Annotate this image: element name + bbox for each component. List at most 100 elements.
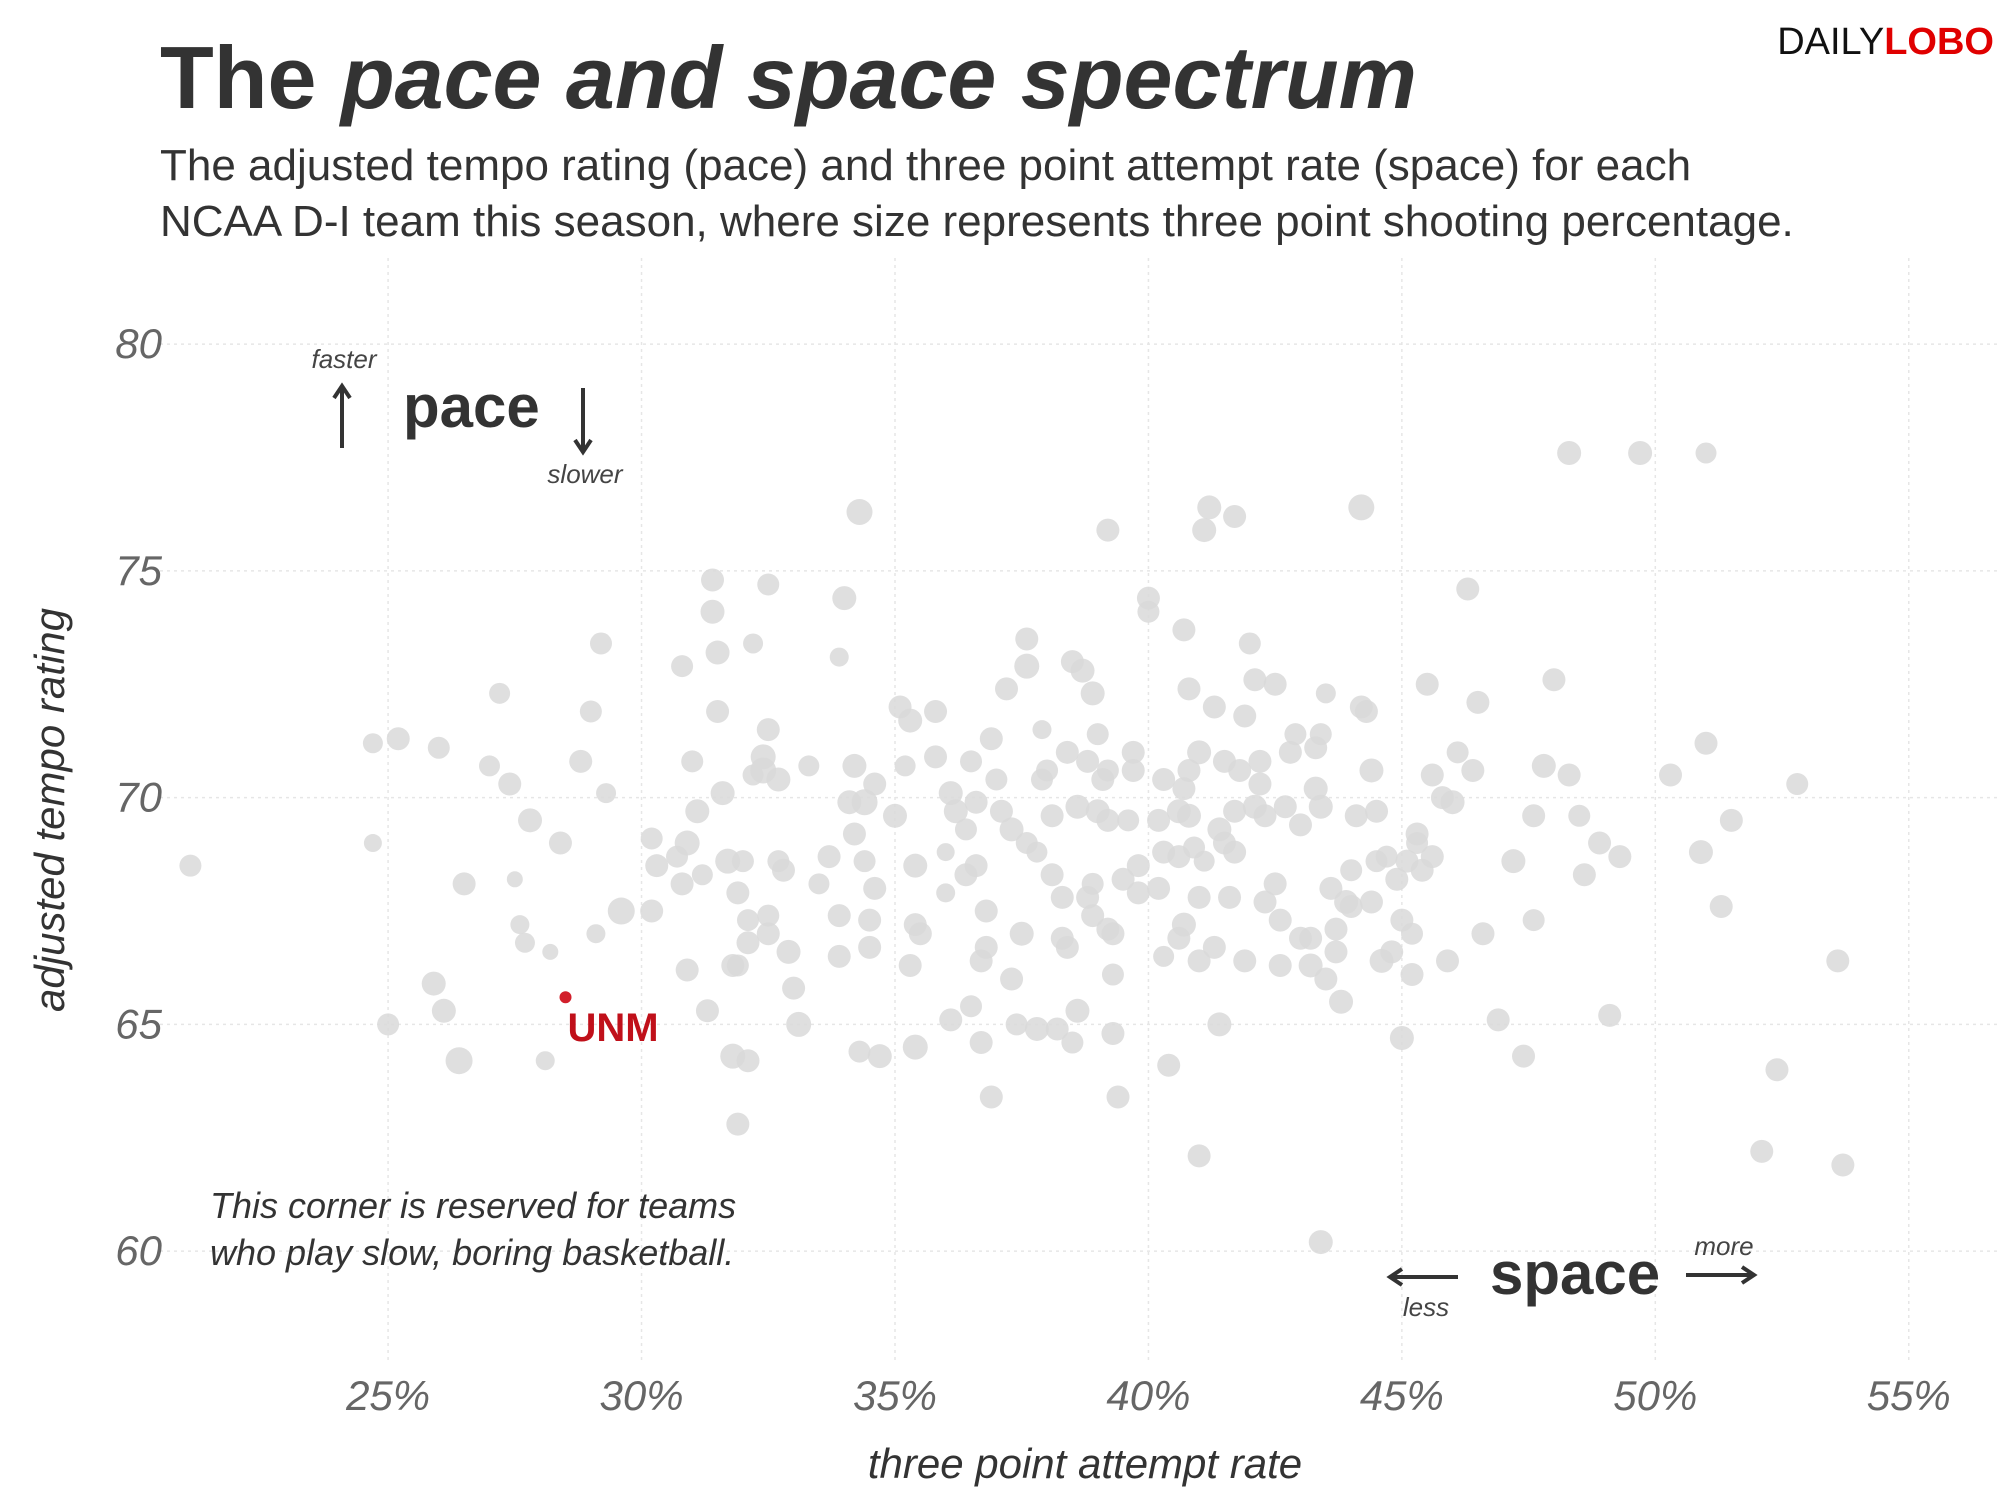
pace-annotation: faster pace slower xyxy=(311,344,623,489)
data-point xyxy=(1486,1008,1510,1032)
x-axis-ticks: 25% 30% 35% 40% 45% 50% 55% xyxy=(345,1372,1951,1419)
down-arrow-icon xyxy=(573,388,593,456)
data-point xyxy=(898,953,922,977)
data-point xyxy=(674,830,700,856)
data-point xyxy=(1187,1144,1211,1168)
data-point xyxy=(736,909,759,932)
data-point xyxy=(1288,813,1312,837)
data-point xyxy=(1273,795,1297,819)
data-point xyxy=(1171,912,1196,937)
data-point xyxy=(1400,963,1424,987)
data-point xyxy=(1187,949,1211,973)
up-arrow-icon xyxy=(332,382,352,448)
data-point xyxy=(1121,740,1145,764)
y-tick-label: 80 xyxy=(115,320,162,367)
data-point xyxy=(1308,1230,1333,1255)
less-label: less xyxy=(1403,1292,1449,1322)
data-point xyxy=(1299,926,1323,950)
data-point xyxy=(1248,749,1272,773)
data-point xyxy=(1032,720,1052,740)
data-point xyxy=(1202,935,1226,959)
data-point xyxy=(1263,872,1287,896)
data-point xyxy=(1659,763,1683,787)
data-point xyxy=(1461,758,1485,782)
data-point xyxy=(1193,850,1215,872)
data-point xyxy=(640,827,663,850)
data-point xyxy=(1177,758,1201,782)
data-point xyxy=(1471,922,1495,946)
data-point xyxy=(1406,832,1429,855)
data-point xyxy=(1172,618,1196,642)
data-point xyxy=(1050,926,1074,950)
data-point xyxy=(1268,908,1292,932)
data-point xyxy=(726,881,750,905)
data-point xyxy=(589,632,612,655)
data-point xyxy=(1588,831,1612,855)
data-point xyxy=(1456,577,1480,601)
data-point xyxy=(478,755,500,777)
data-point xyxy=(1055,740,1079,764)
data-point xyxy=(757,904,780,927)
data-point xyxy=(1501,849,1526,874)
data-point xyxy=(1420,763,1444,787)
x-tick-label: 30% xyxy=(600,1372,684,1419)
data-point xyxy=(1101,1021,1125,1045)
data-point xyxy=(1786,773,1809,796)
data-point xyxy=(705,640,730,665)
data-point xyxy=(1315,683,1336,704)
data-point xyxy=(1826,949,1850,973)
data-point xyxy=(1061,1031,1084,1054)
data-point xyxy=(863,876,887,900)
slower-label: slower xyxy=(547,459,623,489)
data-point xyxy=(731,850,754,873)
data-point xyxy=(1126,854,1150,878)
data-point xyxy=(1040,863,1064,887)
data-point xyxy=(1298,953,1323,978)
data-point xyxy=(1340,859,1363,882)
x-tick-label: 40% xyxy=(1106,1372,1190,1419)
data-point xyxy=(1263,672,1287,696)
data-point xyxy=(1187,740,1212,765)
x-tick-label: 45% xyxy=(1360,1372,1444,1419)
data-point xyxy=(1694,731,1718,755)
data-point xyxy=(377,1013,400,1036)
data-point xyxy=(514,932,535,953)
data-point xyxy=(808,873,830,895)
data-point xyxy=(1308,794,1333,819)
x-tick-label: 35% xyxy=(853,1372,937,1419)
data-point xyxy=(700,599,725,624)
data-point xyxy=(1531,753,1556,778)
data-point xyxy=(1420,845,1444,869)
data-point xyxy=(498,772,522,796)
data-point xyxy=(743,633,764,654)
data-point xyxy=(1121,758,1145,782)
data-point xyxy=(979,727,1003,751)
data-point xyxy=(1080,681,1105,706)
data-point xyxy=(1688,840,1713,865)
data-point xyxy=(1440,790,1465,815)
data-point xyxy=(1324,917,1348,941)
chart-title-italic: pace and space spectrum xyxy=(339,28,1417,127)
data-point xyxy=(848,1040,871,1063)
data-point xyxy=(427,736,450,759)
data-point xyxy=(999,817,1024,842)
data-point xyxy=(1111,867,1135,891)
data-point xyxy=(1050,885,1074,909)
chart-title: The pace and space spectrum xyxy=(160,28,1417,127)
data-point xyxy=(936,843,955,862)
data-point xyxy=(675,958,699,982)
data-point xyxy=(989,799,1013,823)
data-point xyxy=(1278,740,1302,764)
corner-note-line1: This corner is reserved for teams xyxy=(210,1185,736,1226)
data-point xyxy=(1354,699,1378,723)
data-point xyxy=(842,822,866,846)
data-point xyxy=(1096,808,1120,832)
data-point xyxy=(964,854,988,878)
data-point xyxy=(1086,723,1109,746)
data-point xyxy=(1608,845,1632,869)
data-point xyxy=(710,781,735,806)
data-point xyxy=(1153,945,1175,967)
data-point xyxy=(939,1008,963,1032)
data-point xyxy=(1070,658,1095,683)
data-point xyxy=(548,831,572,855)
